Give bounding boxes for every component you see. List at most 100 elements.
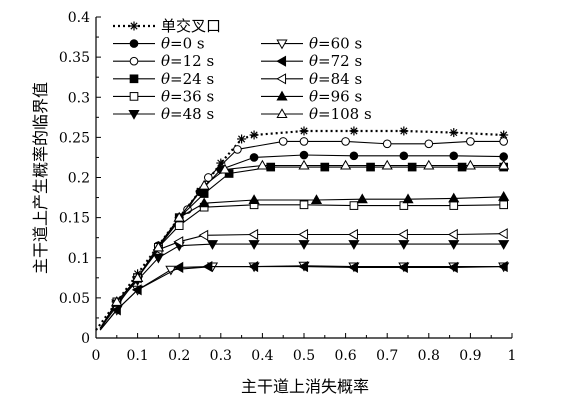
legend-item: θ=60 s [261,35,362,53]
data-point [299,200,309,210]
y-tick-label: 0.2 [68,171,90,187]
data-point [448,192,460,203]
data-point [298,159,310,170]
data-point [498,240,510,250]
legend-label: θ=96 s [309,87,362,105]
data-point [299,126,309,136]
data-point [348,228,358,241]
data-point [497,260,508,273]
data-point [499,200,509,210]
data-point [131,284,142,296]
data-point [498,191,510,201]
x-tick-label: 0 [92,348,101,364]
data-point [398,228,408,241]
y-tick-label: 0.15 [59,211,90,227]
axes: 0 0.1 0.2 0.3 0.4 0.5 0.6 0.7 0.8 0.9 1 0 0.05 0.1 0.1… [59,10,517,364]
data-point [423,159,435,170]
data-point [276,73,287,85]
data-point [276,90,288,101]
data-point [152,241,164,252]
data-point [348,261,358,273]
data-point [298,240,310,250]
x-tick-label: 0.8 [418,348,440,364]
data-point [233,145,242,154]
data-point [298,260,309,273]
data-point [399,126,409,136]
y-tick-label: 0.35 [59,50,90,66]
data-point [340,159,352,170]
legend-label: 单交叉口 [161,17,221,35]
data-point [129,74,139,84]
legend-item: θ=0 s [113,35,205,53]
data-point [349,201,359,210]
data-point [499,137,509,146]
data-point [276,108,288,119]
data-point [203,173,213,182]
x-tick-label: 0.2 [168,348,190,364]
legend-item: θ=108 s [261,105,372,123]
data-point [407,162,417,172]
legend-label: θ=72 s [309,52,362,70]
data-point [173,261,184,273]
data-point [129,56,139,66]
data-point [299,137,309,146]
data-point [248,260,259,273]
series-line [99,265,504,331]
data-point [129,39,139,48]
data-point [198,179,210,190]
data-point [341,137,350,146]
data-point [398,240,410,250]
data-point [249,153,259,162]
data-point [448,261,458,273]
data-point [249,130,259,140]
data-point [276,39,288,50]
legend-item: θ=36 s [113,87,214,105]
data-point [237,134,247,144]
data-point [457,162,467,172]
data-point [310,194,323,205]
legend-label: θ=24 s [161,70,214,88]
data-point [152,253,164,264]
y-tick-label: 0.1 [68,251,90,267]
legend-item: θ=24 s [113,70,214,88]
data-point [299,150,309,160]
data-point [276,55,287,67]
x-tick-label: 0.1 [126,348,148,364]
data-point [498,159,510,170]
legend-item: 单交叉口 [113,17,221,35]
data-point [111,296,123,306]
x-tick-label: 0.5 [293,348,315,364]
data-point [320,162,330,172]
data-point [174,221,184,230]
legend-label: θ=0 s [161,35,205,53]
data-point [173,211,185,222]
data-point [198,229,209,241]
data-point [366,162,375,172]
data-point [129,21,139,31]
data-point [448,228,458,241]
data-point [449,151,459,161]
legend-label: θ=12 s [161,52,214,70]
legend-item: θ=84 s [261,70,362,88]
data-point [248,194,260,205]
data-point [206,240,219,250]
data-point [248,240,260,250]
data-point [381,159,393,170]
data-point [499,152,509,161]
data-point [424,139,434,149]
x-tick-label: 0.4 [251,348,273,364]
data-point [132,272,144,282]
data-point [348,240,360,250]
x-tick-label: 0.3 [210,348,232,364]
series-10 [99,159,510,329]
series-6 [99,261,510,331]
x-tick-label: 1 [508,348,517,364]
data-point [349,151,359,161]
y-tick-label: 0.4 [68,10,90,26]
series-line [99,243,504,329]
data-point [497,228,508,240]
series-9 [99,191,510,329]
data-point [129,92,139,101]
data-point [248,228,259,241]
